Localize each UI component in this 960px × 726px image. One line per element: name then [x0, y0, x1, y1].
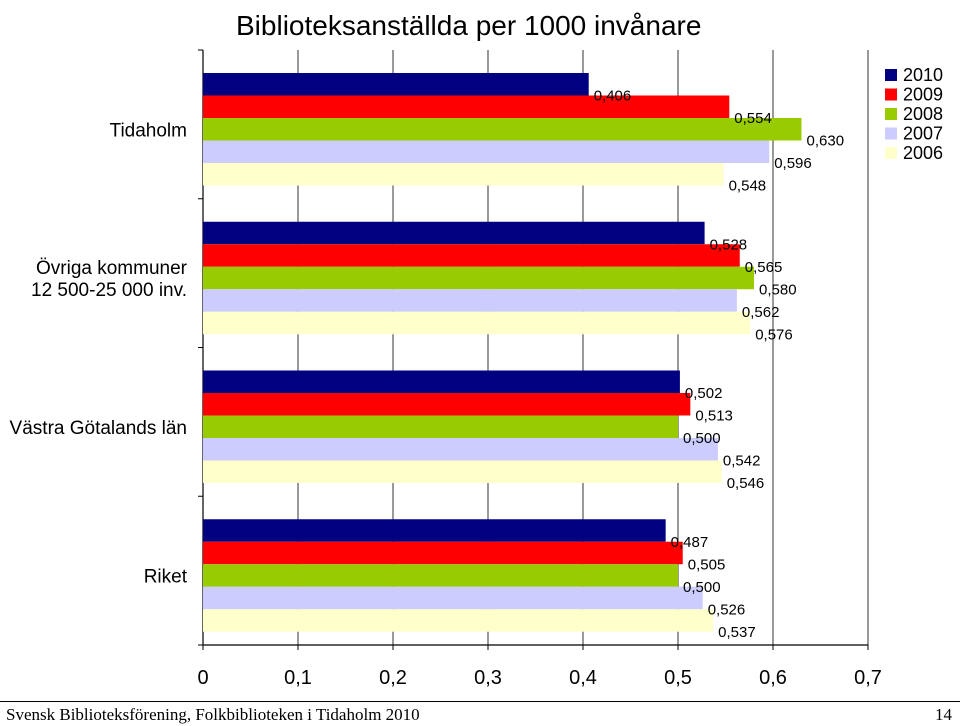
data-label: 0,580: [759, 281, 797, 298]
data-label: 0,513: [695, 408, 733, 425]
category-label: Västra Götalands län: [10, 418, 187, 439]
x-tick-label: 0,7: [854, 667, 882, 689]
data-label: 0,505: [688, 556, 726, 573]
bar-2009: [203, 541, 683, 565]
category-label: Riket: [144, 567, 188, 588]
bar-2006: [203, 460, 722, 483]
bar-2008: [203, 415, 678, 438]
legend-label: 2008: [903, 104, 943, 124]
data-label: 0,576: [755, 326, 793, 343]
bar-2007: [203, 586, 703, 610]
data-label: 0,554: [734, 110, 772, 127]
bar-2008: [203, 564, 678, 587]
category-label: Övriga kommuner: [36, 258, 188, 279]
legend-label: 2009: [903, 85, 943, 105]
page-number: 14: [935, 705, 952, 724]
footer-source: Svensk Biblioteksförening, Folkbibliotek…: [6, 705, 420, 724]
bar-2008: [203, 118, 802, 141]
bar-2006: [203, 311, 751, 335]
chart-bars: [203, 73, 802, 632]
bar-2009: [203, 244, 740, 267]
legend-label: 2007: [903, 124, 943, 144]
bar-2010: [203, 370, 680, 393]
x-tick-label: 0: [197, 667, 208, 689]
legend-swatch-2009: [885, 88, 897, 101]
data-label: 0,562: [742, 304, 780, 321]
data-label: 0,565: [745, 259, 783, 276]
data-label: 0,500: [683, 430, 721, 447]
data-label: 0,596: [774, 155, 812, 172]
bar-2009: [203, 393, 691, 416]
bar-2006: [203, 609, 714, 632]
data-labels: 0,406 0,554 0,630 0,596 0,548 0,528 0,565 0,580…: [594, 88, 844, 641]
legend-swatch-2010: [885, 69, 897, 81]
bar-2010: [203, 221, 705, 245]
x-tick-label: 0,5: [664, 667, 692, 689]
category-label: Tidaholm: [110, 120, 187, 141]
x-tick-label: 0,2: [379, 667, 407, 689]
x-tick-label: 0,6: [759, 667, 787, 689]
bar-2008: [203, 266, 754, 290]
bar-2007: [203, 289, 737, 312]
legend-label: 2010: [903, 65, 943, 85]
legend-swatch-2008: [885, 108, 897, 120]
bar-2010: [203, 519, 666, 542]
bar-2007: [203, 140, 770, 163]
data-label: 0,537: [718, 624, 756, 641]
legend-label: 2006: [903, 143, 943, 163]
bar-2010: [203, 73, 589, 96]
data-label: 0,406: [594, 88, 632, 105]
bar-2007: [203, 438, 718, 461]
x-tick-labels: 0 0,1 0,2 0,3 0,4 0,5 0,6 0,7: [197, 667, 881, 689]
slide-footer: Svensk Biblioteksförening, Folkbibliotek…: [0, 701, 960, 726]
bar-2006: [203, 163, 724, 186]
bar-chart: 0,406 0,554 0,630 0,596 0,548 0,528 0,565 0,580…: [10, 49, 943, 689]
legend-swatch-2007: [885, 127, 897, 140]
category-label: 12 500-25 000 inv.: [31, 280, 187, 301]
data-label: 0,546: [727, 475, 765, 492]
data-label: 0,502: [685, 385, 723, 402]
x-tick-label: 0,3: [474, 667, 502, 689]
data-label: 0,630: [807, 133, 845, 150]
data-label: 0,526: [708, 601, 746, 618]
data-label: 0,528: [710, 236, 748, 253]
x-tick-label: 0,1: [284, 667, 312, 689]
x-tick-label: 0,4: [569, 667, 597, 689]
chart-title: Biblioteksanställda per 1000 invånare: [236, 10, 702, 41]
data-label: 0,500: [683, 579, 721, 596]
data-label: 0,548: [729, 178, 767, 195]
data-label: 0,487: [671, 534, 709, 551]
bar-2009: [203, 95, 730, 118]
legend-swatch-2006: [885, 147, 897, 159]
data-label: 0,542: [723, 453, 761, 470]
